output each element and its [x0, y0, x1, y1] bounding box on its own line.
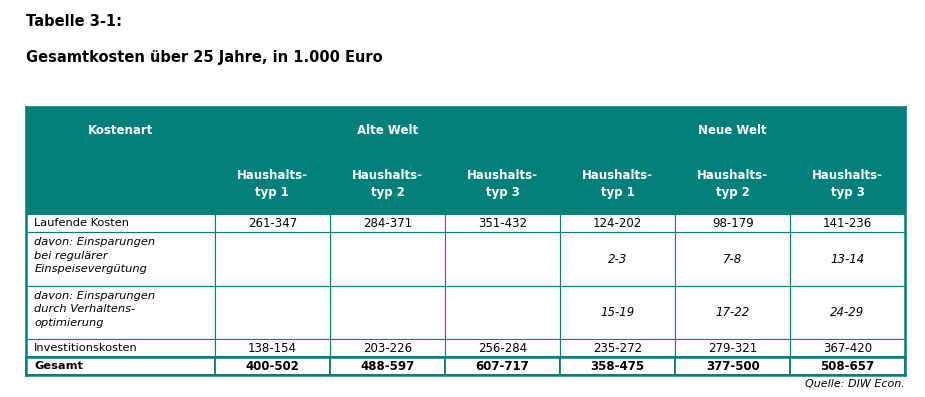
Text: 15-19: 15-19 — [600, 306, 635, 319]
Text: 13-14: 13-14 — [831, 252, 865, 266]
Text: 488-597: 488-597 — [361, 360, 414, 373]
Text: Haushalts-
typ 3: Haushalts- typ 3 — [812, 169, 883, 198]
Text: 400-502: 400-502 — [245, 360, 300, 373]
Text: Neue Welt: Neue Welt — [698, 123, 767, 137]
Text: 98-179: 98-179 — [712, 217, 754, 230]
Text: Haushalts-
typ 2: Haushalts- typ 2 — [352, 169, 423, 198]
Text: 7-8: 7-8 — [723, 252, 743, 266]
Text: Tabelle 3-1:: Tabelle 3-1: — [26, 14, 122, 29]
Text: Quelle: DIW Econ.: Quelle: DIW Econ. — [805, 379, 905, 389]
Text: 367-420: 367-420 — [823, 342, 872, 355]
Text: Gesamtkosten über 25 Jahre, in 1.000 Euro: Gesamtkosten über 25 Jahre, in 1.000 Eur… — [26, 50, 383, 65]
Text: 261-347: 261-347 — [248, 217, 297, 230]
Text: 124-202: 124-202 — [593, 217, 642, 230]
Text: 284-371: 284-371 — [363, 217, 412, 230]
Text: davon: Einsparungen
bei regulärer
Einspeisevergütung: davon: Einsparungen bei regulärer Einspe… — [34, 237, 155, 274]
Text: 607-717: 607-717 — [475, 360, 529, 373]
Text: 358-475: 358-475 — [591, 360, 645, 373]
Text: Alte Welt: Alte Welt — [357, 123, 418, 137]
Text: 2-3: 2-3 — [608, 252, 627, 266]
Text: Investitionskosten: Investitionskosten — [34, 343, 138, 353]
Text: 377-500: 377-500 — [706, 360, 759, 373]
Text: Haushalts-
typ 1: Haushalts- typ 1 — [237, 169, 308, 198]
Text: Kostenart: Kostenart — [88, 123, 153, 137]
Text: 279-321: 279-321 — [709, 342, 758, 355]
Text: davon: Einsparungen
durch Verhaltens-
optimierung: davon: Einsparungen durch Verhaltens- op… — [34, 291, 155, 328]
Text: Haushalts-
typ 1: Haushalts- typ 1 — [582, 169, 653, 198]
Text: 203-226: 203-226 — [363, 342, 412, 355]
Text: 508-657: 508-657 — [820, 360, 875, 373]
Text: Haushalts-
typ 2: Haushalts- typ 2 — [697, 169, 769, 198]
Text: 24-29: 24-29 — [831, 306, 865, 319]
Text: 138-154: 138-154 — [248, 342, 297, 355]
Text: Laufende Kosten: Laufende Kosten — [34, 218, 130, 228]
Text: 351-432: 351-432 — [478, 217, 527, 230]
Text: 256-284: 256-284 — [478, 342, 527, 355]
Text: Gesamt: Gesamt — [34, 361, 83, 371]
Text: 17-22: 17-22 — [716, 306, 750, 319]
Text: 141-236: 141-236 — [823, 217, 872, 230]
Text: Haushalts-
typ 3: Haushalts- typ 3 — [467, 169, 538, 198]
Text: 235-272: 235-272 — [593, 342, 642, 355]
